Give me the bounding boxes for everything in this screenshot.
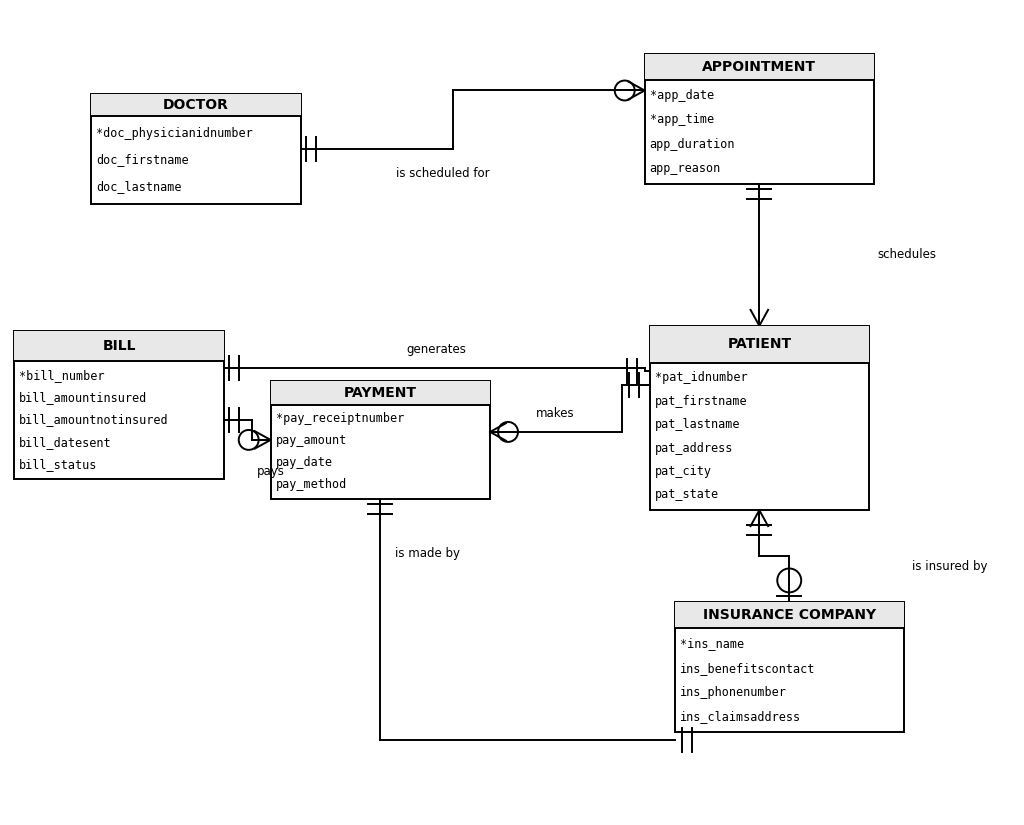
- Text: schedules: schedules: [877, 248, 936, 262]
- Text: ins_claimsaddress: ins_claimsaddress: [680, 710, 801, 723]
- Text: *bill_number: *bill_number: [19, 369, 104, 382]
- Bar: [270, 381, 490, 404]
- Bar: [91, 94, 301, 116]
- Text: is insured by: is insured by: [912, 559, 987, 573]
- Text: bill_status: bill_status: [19, 458, 97, 471]
- Bar: [91, 94, 301, 204]
- Text: *ins_name: *ins_name: [680, 638, 743, 650]
- Text: pat_address: pat_address: [654, 441, 733, 455]
- Text: pat_lastname: pat_lastname: [654, 418, 740, 431]
- Text: bill_amountnotinsured: bill_amountnotinsured: [19, 413, 169, 427]
- Bar: [649, 326, 869, 510]
- Text: PAYMENT: PAYMENT: [344, 386, 417, 400]
- Text: *app_time: *app_time: [649, 113, 714, 126]
- Text: BILL: BILL: [102, 339, 136, 353]
- Text: doc_lastname: doc_lastname: [96, 180, 181, 193]
- Bar: [14, 332, 224, 361]
- Text: generates: generates: [407, 343, 467, 356]
- Bar: [675, 602, 904, 629]
- Text: *app_date: *app_date: [649, 89, 714, 102]
- Text: *pay_receiptnumber: *pay_receiptnumber: [275, 412, 403, 426]
- Text: is scheduled for: is scheduled for: [396, 167, 489, 180]
- Bar: [645, 54, 874, 184]
- Text: ins_benefitscontact: ins_benefitscontact: [680, 662, 815, 675]
- Text: makes: makes: [536, 407, 574, 420]
- Text: *doc_physicianidnumber: *doc_physicianidnumber: [96, 127, 253, 139]
- Text: pay_date: pay_date: [275, 456, 333, 469]
- Text: is made by: is made by: [395, 547, 461, 560]
- Text: bill_amountinsured: bill_amountinsured: [19, 391, 147, 404]
- Text: DOCTOR: DOCTOR: [163, 98, 228, 112]
- Bar: [270, 381, 490, 498]
- Text: pay_method: pay_method: [275, 478, 347, 491]
- Text: ins_phonenumber: ins_phonenumber: [680, 686, 786, 699]
- Text: PATIENT: PATIENT: [727, 337, 792, 351]
- Bar: [649, 326, 869, 363]
- Text: *pat_idnumber: *pat_idnumber: [654, 371, 748, 384]
- Text: INSURANCE COMPANY: INSURANCE COMPANY: [702, 608, 876, 622]
- Text: doc_firstname: doc_firstname: [96, 153, 188, 167]
- Bar: [645, 54, 874, 80]
- Text: pays: pays: [257, 464, 285, 478]
- Bar: [675, 602, 904, 732]
- Text: app_reason: app_reason: [649, 162, 721, 175]
- Text: pat_firstname: pat_firstname: [654, 395, 748, 408]
- Text: pay_amount: pay_amount: [275, 434, 347, 447]
- Text: pat_state: pat_state: [654, 488, 719, 502]
- Bar: [14, 332, 224, 478]
- Text: app_duration: app_duration: [649, 138, 735, 150]
- Text: APPOINTMENT: APPOINTMENT: [702, 60, 816, 74]
- Text: bill_datesent: bill_datesent: [19, 436, 112, 449]
- Text: pat_city: pat_city: [654, 465, 712, 478]
